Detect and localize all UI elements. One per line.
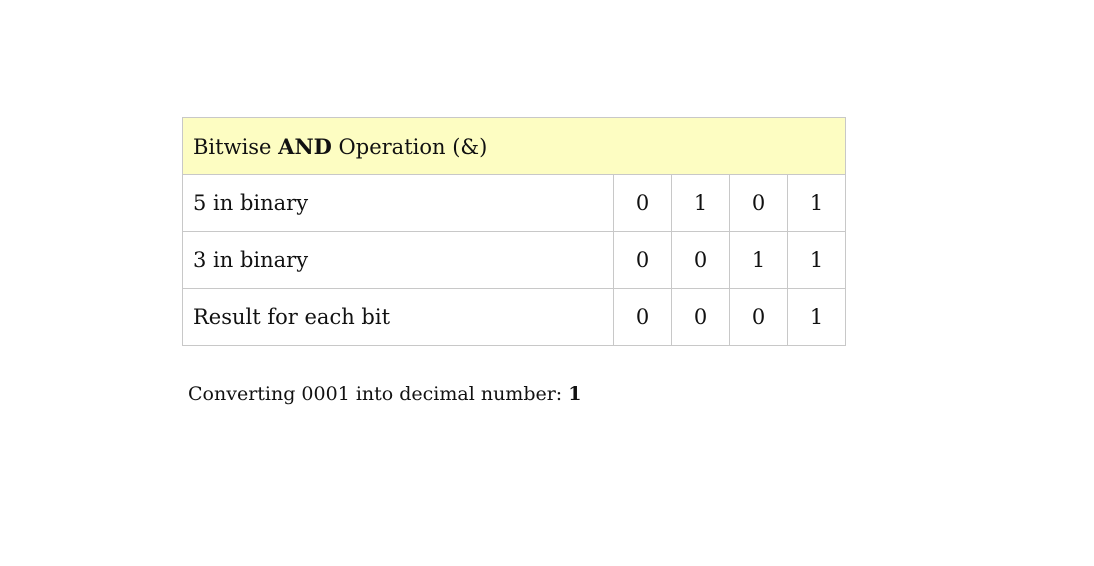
table-title: Bitwise AND Operation (&) [182, 117, 846, 175]
bit-cell: 0 [729, 174, 788, 232]
note-value: 1 [568, 383, 582, 405]
row-label: 3 in binary [182, 231, 614, 289]
note-text: Converting 0001 into decimal number: [188, 383, 569, 405]
bit-cell: 0 [613, 231, 672, 289]
title-suffix: Operation (&) [331, 134, 488, 159]
table-header-row: Bitwise AND Operation (&) [182, 117, 846, 175]
bit-cell: 0 [613, 174, 672, 232]
bit-cell: 1 [729, 231, 788, 289]
title-prefix: Bitwise [193, 134, 279, 159]
table-row: Result for each bit 0 0 0 1 [182, 288, 846, 346]
bitwise-and-table: Bitwise AND Operation (&) 5 in binary 0 … [182, 117, 846, 346]
conversion-note: Converting 0001 into decimal number: 1 [188, 383, 582, 405]
bit-cell: 0 [613, 288, 672, 346]
table-row: 5 in binary 0 1 0 1 [182, 174, 846, 232]
bit-cell: 1 [787, 174, 846, 232]
row-label: 5 in binary [182, 174, 614, 232]
bit-cell: 0 [671, 288, 730, 346]
bit-cell: 1 [787, 288, 846, 346]
bit-cell: 1 [671, 174, 730, 232]
row-label: Result for each bit [182, 288, 614, 346]
bit-cell: 0 [671, 231, 730, 289]
bit-cell: 1 [787, 231, 846, 289]
table-row: 3 in binary 0 0 1 1 [182, 231, 846, 289]
title-operator: AND [278, 133, 332, 159]
bit-cell: 0 [729, 288, 788, 346]
